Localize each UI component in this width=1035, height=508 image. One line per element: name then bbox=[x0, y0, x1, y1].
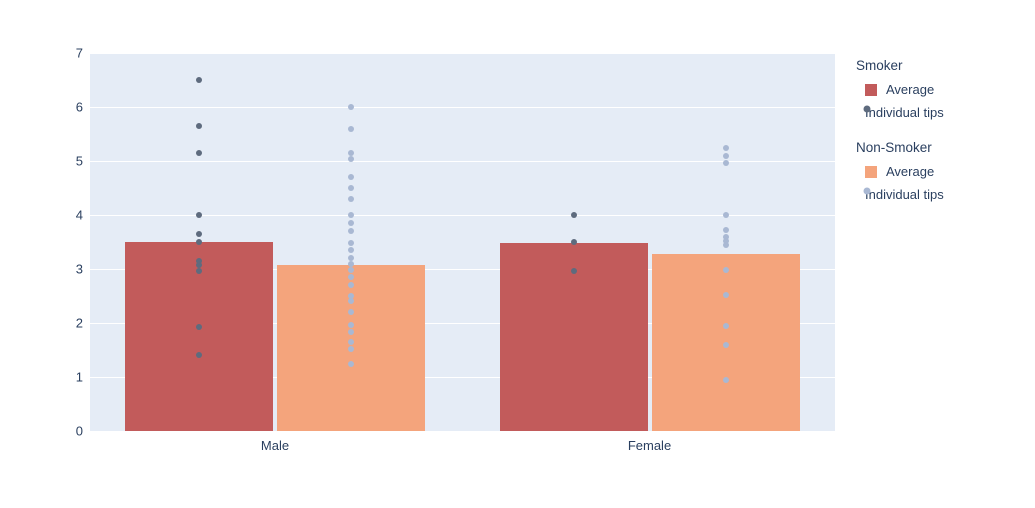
tip-point bbox=[196, 268, 202, 275]
tip-point bbox=[348, 298, 354, 305]
point-swatch-icon bbox=[863, 105, 871, 113]
tip-point bbox=[348, 219, 354, 226]
legend-group-title-smoker: Smoker bbox=[856, 58, 903, 73]
tip-point bbox=[348, 156, 354, 163]
tip-point bbox=[196, 323, 202, 330]
gridline bbox=[90, 322, 835, 324]
tip-point bbox=[348, 345, 354, 352]
x-axis-tick-labels: Male Female bbox=[90, 438, 835, 458]
tip-point bbox=[348, 125, 354, 132]
tip-point bbox=[348, 273, 354, 280]
y-tick-label: 4 bbox=[75, 207, 83, 223]
tip-point bbox=[722, 241, 729, 248]
tip-point bbox=[348, 174, 354, 181]
tip-point bbox=[722, 152, 729, 159]
gridline bbox=[90, 106, 835, 108]
gridline bbox=[90, 430, 835, 432]
legend-item-label: Average bbox=[886, 164, 935, 179]
legend: Smoker Average Individual tips Non-Smoke… bbox=[856, 58, 944, 222]
tip-point bbox=[196, 212, 202, 218]
legend-group-title-non-smoker: Non-Smoker bbox=[856, 140, 932, 155]
tip-point bbox=[722, 291, 729, 298]
tip-point bbox=[722, 144, 729, 151]
tip-point bbox=[722, 323, 729, 330]
tip-point bbox=[348, 282, 354, 289]
tip-point bbox=[348, 322, 354, 329]
y-tick-label: 2 bbox=[75, 315, 83, 331]
tip-point bbox=[348, 360, 354, 367]
x-tick-label-male: Male bbox=[260, 438, 290, 453]
tip-point bbox=[348, 104, 354, 110]
tip-point bbox=[722, 341, 729, 348]
y-tick-label: 1 bbox=[75, 369, 83, 385]
legend-item-label: Individual tips bbox=[865, 105, 944, 120]
tip-point bbox=[348, 293, 354, 299]
tip-point bbox=[196, 262, 202, 269]
tip-point bbox=[570, 267, 577, 274]
tip-point bbox=[196, 352, 202, 359]
gridline bbox=[90, 376, 835, 378]
tip-point bbox=[196, 258, 202, 265]
tip-point bbox=[196, 230, 202, 237]
tip-point bbox=[196, 122, 202, 129]
tip-point bbox=[348, 309, 354, 316]
point-swatch-icon bbox=[863, 187, 871, 195]
legend-item-label: Individual tips bbox=[865, 187, 944, 202]
tip-point bbox=[348, 212, 354, 218]
legend-group-non-smoker: Non-Smoker Average Individual tips bbox=[856, 140, 944, 202]
tip-point bbox=[348, 240, 354, 247]
gridline bbox=[90, 52, 835, 54]
tip-point bbox=[348, 228, 354, 235]
tip-point bbox=[196, 149, 202, 156]
tip-point bbox=[348, 267, 354, 274]
tip-point bbox=[722, 233, 729, 240]
tip-point bbox=[570, 239, 577, 245]
tip-point bbox=[348, 195, 354, 202]
gridline bbox=[90, 214, 835, 216]
gridline bbox=[90, 268, 835, 270]
gridline bbox=[90, 160, 835, 162]
y-tick-label: 6 bbox=[75, 99, 83, 115]
y-axis-tick-labels: 0 1 2 3 4 5 6 7 bbox=[0, 47, 83, 438]
tip-point bbox=[570, 212, 577, 218]
tip-point bbox=[722, 267, 729, 274]
tip-point bbox=[722, 237, 729, 244]
average-bar-smoker-female bbox=[499, 243, 648, 431]
x-tick-label-female: Female bbox=[627, 438, 672, 453]
y-tick-label: 0 bbox=[75, 423, 83, 439]
tip-point bbox=[348, 255, 354, 262]
y-tick-label: 7 bbox=[75, 45, 83, 61]
tip-point bbox=[196, 77, 202, 83]
legend-item-non-smoker-average[interactable]: Average bbox=[856, 164, 944, 179]
tip-point bbox=[348, 185, 354, 191]
legend-item-smoker-individual-tips[interactable]: Individual tips bbox=[856, 105, 944, 120]
legend-item-non-smoker-individual-tips[interactable]: Individual tips bbox=[856, 187, 944, 202]
bar-swatch-icon bbox=[865, 165, 877, 178]
tip-point bbox=[722, 212, 729, 218]
tip-point bbox=[722, 159, 729, 166]
tip-point bbox=[196, 239, 202, 245]
tip-point bbox=[348, 260, 354, 267]
tip-point bbox=[722, 226, 729, 233]
tip-point bbox=[722, 376, 729, 383]
y-tick-label: 3 bbox=[75, 261, 83, 277]
bar-swatch-icon bbox=[865, 83, 877, 96]
tip-point bbox=[348, 338, 354, 345]
legend-group-smoker: Smoker Average Individual tips bbox=[856, 58, 944, 120]
plot-area bbox=[90, 52, 835, 432]
tip-point bbox=[348, 149, 354, 156]
tip-point bbox=[348, 328, 354, 335]
y-tick-label: 5 bbox=[75, 153, 83, 169]
legend-item-smoker-average[interactable]: Average bbox=[856, 82, 944, 97]
tip-point bbox=[348, 246, 354, 253]
legend-item-label: Average bbox=[886, 82, 935, 97]
